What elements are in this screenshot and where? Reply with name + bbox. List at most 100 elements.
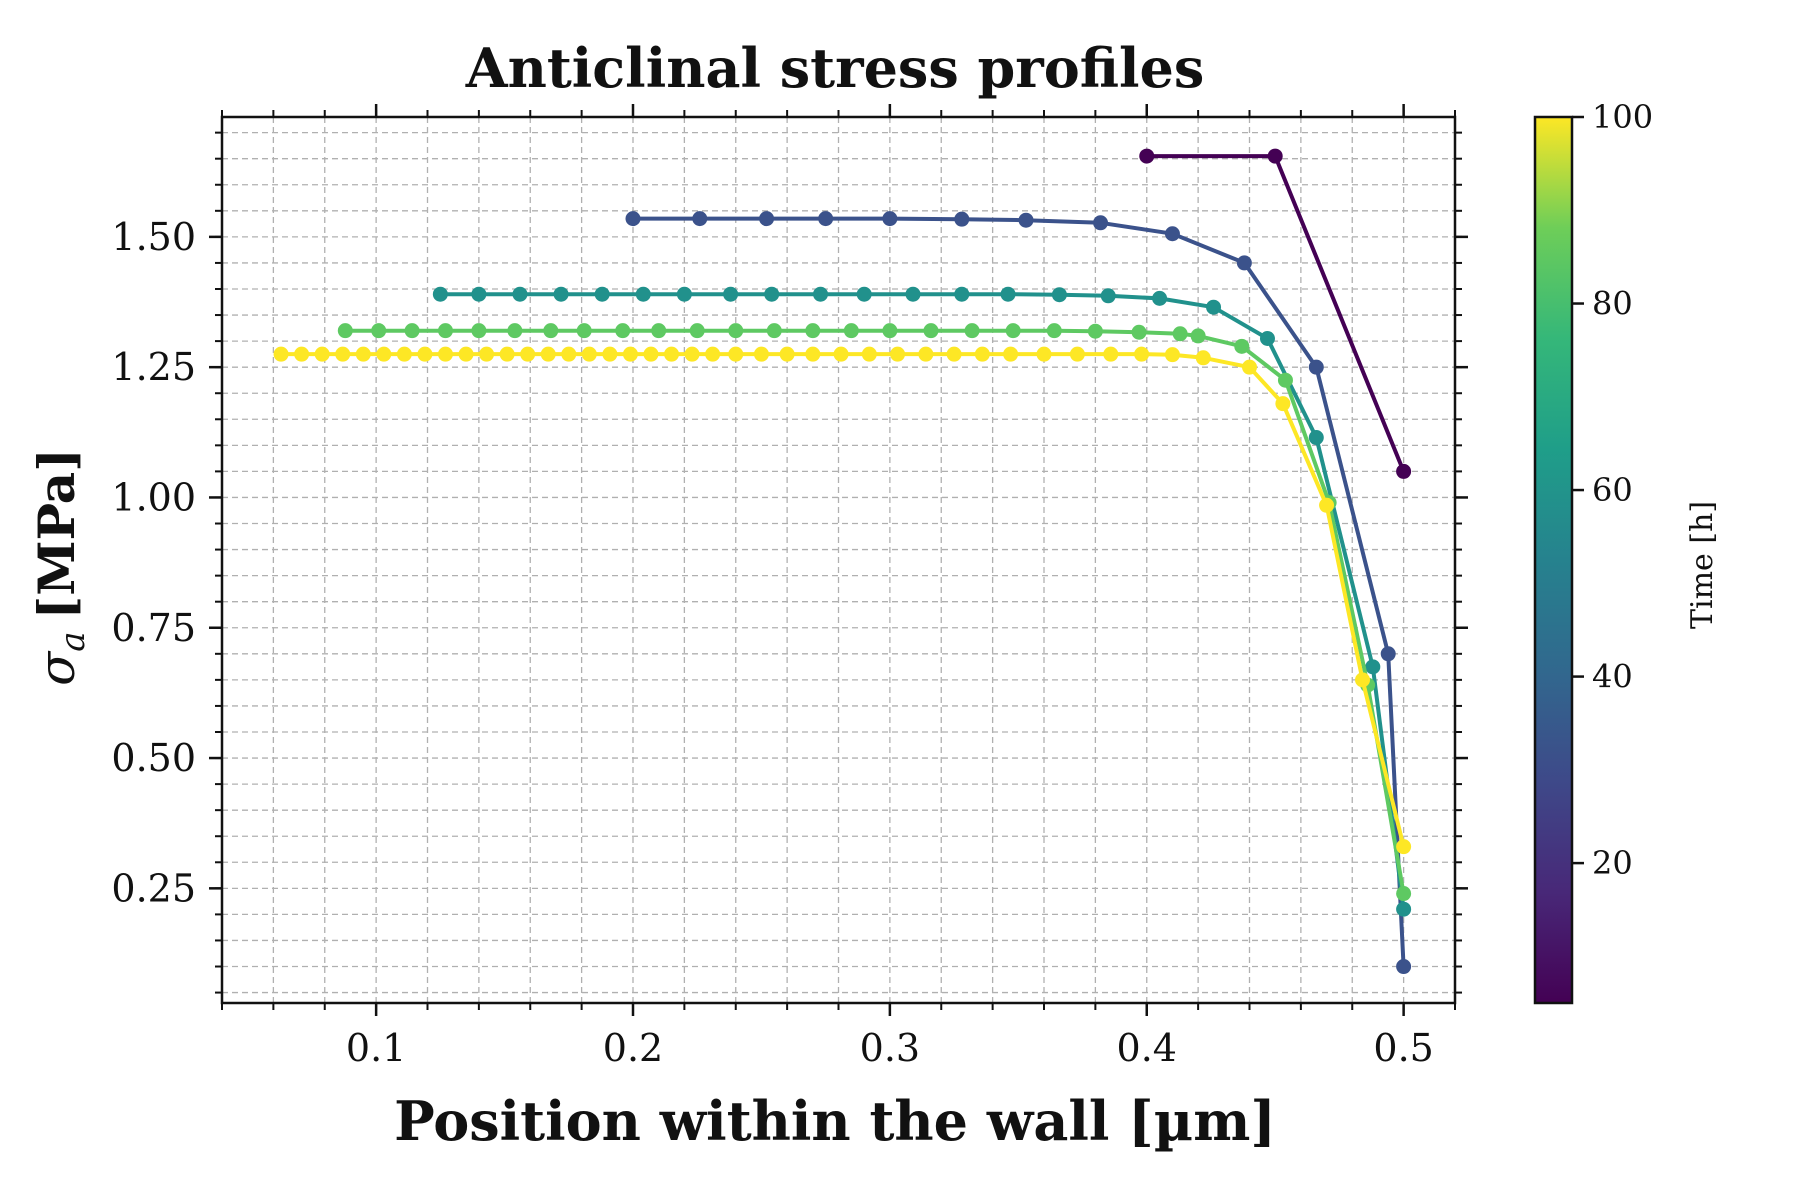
y-tick-label: 0.25 (111, 866, 196, 910)
data-point (905, 286, 921, 302)
data-point (805, 346, 821, 362)
colorbar-tick-label: 80 (1592, 285, 1633, 323)
data-point (507, 323, 523, 339)
y-tick-label: 0.75 (111, 606, 196, 650)
data-point (471, 323, 487, 339)
y-axis-label-unit: [MPa] (27, 448, 86, 619)
data-point (337, 323, 353, 339)
x-tick-label: 0.4 (1117, 1026, 1177, 1070)
y-tick-label: 1.50 (111, 215, 196, 259)
data-point (1087, 323, 1103, 339)
grid (221, 117, 1456, 1003)
data-point (499, 346, 515, 362)
data-point (458, 346, 474, 362)
y-tick-label: 0.50 (111, 736, 196, 780)
colorbar: 20 40 60 80 100 Time [h] (1533, 98, 1720, 1005)
data-point (1051, 287, 1067, 303)
data-point (294, 346, 310, 362)
data-point (437, 346, 453, 362)
data-point (1259, 331, 1275, 346)
data-point (1131, 324, 1147, 340)
x-tick-label: 0.2 (603, 1026, 663, 1070)
data-point (728, 346, 744, 362)
data-point (615, 323, 631, 339)
data-point (1236, 255, 1252, 271)
x-tick-label: 0.3 (860, 1026, 920, 1070)
data-point (1308, 430, 1324, 446)
data-point (1234, 338, 1250, 354)
data-point (759, 211, 775, 227)
data-point (1093, 215, 1109, 231)
series-100h (273, 346, 1412, 855)
data-point (520, 346, 536, 362)
colorbar-tick-label: 20 (1592, 844, 1633, 882)
data-point (1355, 672, 1371, 688)
data-point (882, 211, 898, 227)
data-point (954, 286, 970, 302)
data-point (705, 346, 721, 362)
data-point (692, 211, 708, 227)
colorbar-label: Time [h] (1685, 501, 1720, 629)
data-point (1152, 290, 1168, 306)
data-point (1380, 646, 1396, 662)
data-point (861, 346, 877, 362)
data-point (594, 286, 610, 302)
data-point (1206, 299, 1222, 315)
data-point (355, 346, 371, 362)
colorbar-tick-label: 40 (1592, 658, 1633, 696)
data-point (882, 323, 898, 339)
data-point (1396, 886, 1412, 902)
data-point (1046, 323, 1062, 339)
colorbar-tick-label: 60 (1592, 471, 1633, 509)
series-layer (273, 148, 1412, 975)
axis-ticks (209, 104, 1468, 1016)
chart-title: Anticlinal stress profiles (465, 36, 1205, 100)
data-point (843, 323, 859, 339)
data-point (764, 286, 780, 302)
data-point (273, 346, 289, 362)
data-point (417, 346, 433, 362)
data-point (779, 346, 795, 362)
data-point (1319, 497, 1335, 513)
data-point (437, 323, 453, 339)
data-point (923, 323, 939, 339)
data-point (856, 286, 872, 302)
data-point (890, 346, 906, 362)
y-axis-label: σa [MPa] (27, 448, 93, 686)
data-point (471, 286, 487, 302)
data-point (954, 211, 970, 227)
series-5h (1139, 148, 1412, 479)
data-point (1267, 148, 1283, 164)
data-point (1396, 901, 1412, 917)
data-point (723, 286, 739, 302)
data-point (1005, 323, 1021, 339)
data-point (1195, 350, 1211, 366)
data-point (805, 323, 821, 339)
data-point (833, 346, 849, 362)
colorbar-ticks: 20 40 60 80 100 (1572, 98, 1653, 882)
series-line (440, 292, 1406, 910)
data-point (1100, 288, 1116, 304)
data-point (1308, 359, 1324, 375)
data-point (818, 211, 834, 227)
data-point (1242, 359, 1257, 375)
data-point (766, 323, 782, 339)
data-point (602, 346, 618, 362)
data-point (1164, 347, 1180, 363)
data-point (622, 346, 638, 362)
colorbar-bar (1533, 115, 1574, 1005)
data-point (1396, 839, 1412, 855)
colorbar-tick-label: 100 (1592, 98, 1653, 136)
data-point (1190, 328, 1206, 344)
y-axis-label-symbol: σ (28, 650, 86, 686)
data-point (1277, 372, 1293, 388)
data-point (314, 346, 330, 362)
data-point (376, 346, 392, 362)
data-point (1069, 346, 1085, 362)
data-point (543, 323, 559, 339)
data-point (371, 323, 387, 339)
data-point (553, 286, 569, 302)
data-point (581, 346, 597, 362)
